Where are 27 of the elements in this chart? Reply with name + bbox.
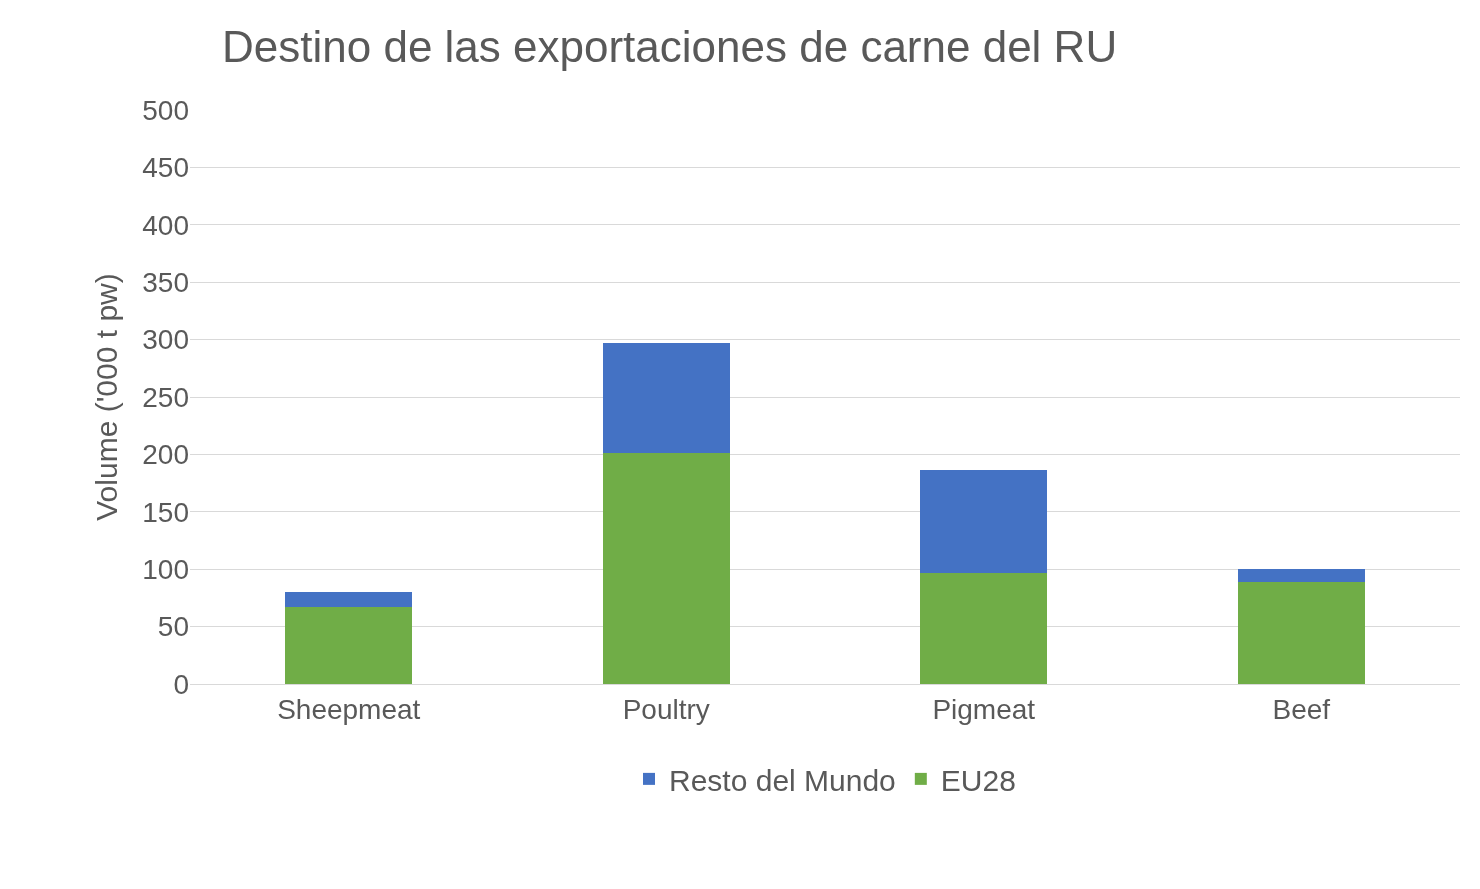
- y-tick-label: 0: [173, 668, 189, 700]
- bar: [602, 343, 730, 454]
- y-tick-label: 400: [142, 209, 189, 241]
- bar: [920, 572, 1048, 684]
- x-tick-label: Sheepmeat: [277, 693, 421, 725]
- bar: [285, 592, 413, 608]
- legend-label: EU28: [940, 763, 1016, 797]
- bar: [1237, 581, 1365, 684]
- x-tick-label: Pigmeat: [932, 693, 1036, 725]
- legend-label: Resto del Mundo: [669, 763, 896, 797]
- bar: [920, 470, 1048, 573]
- y-tick-label: 300: [142, 324, 189, 356]
- y-tick-label: 200: [142, 439, 189, 471]
- y-tick-label: 500: [142, 94, 189, 126]
- x-tick-label: Beef: [1272, 693, 1331, 725]
- y-axis-title: Volume ('000 t pw): [90, 273, 124, 521]
- y-tick-label: 250: [142, 381, 189, 413]
- y-tick-label: 150: [142, 496, 189, 528]
- y-tick-label: 50: [157, 611, 189, 643]
- y-tick-label: 100: [142, 554, 189, 585]
- y-tick-label: 450: [142, 152, 189, 184]
- chart-title: Destino de las exportaciones de carne del RU: [222, 21, 1118, 71]
- x-tick-label: Poultry: [622, 693, 710, 725]
- bar: [1237, 569, 1365, 582]
- bar: [602, 453, 730, 684]
- y-tick-label: 350: [142, 267, 189, 298]
- bar: [285, 607, 413, 684]
